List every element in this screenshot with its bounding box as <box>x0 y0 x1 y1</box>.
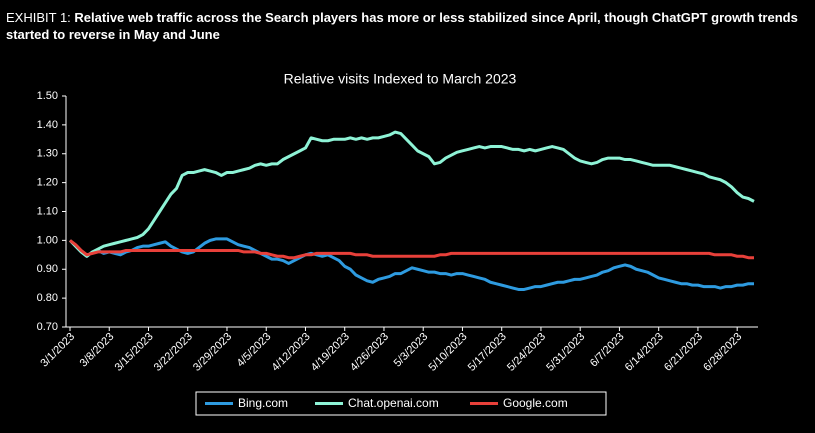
y-tick-label: 1.10 <box>37 205 58 217</box>
y-tick-label: 0.80 <box>37 292 58 304</box>
legend-label: Bing.com <box>238 396 288 410</box>
x-tick-label: 4/19/2023 <box>309 331 352 374</box>
x-tick-label: 5/24/2023 <box>505 331 548 374</box>
x-tick-label: 5/31/2023 <box>544 331 587 374</box>
y-tick-label: 1.50 <box>37 90 58 102</box>
x-tick-label: 4/26/2023 <box>348 331 391 374</box>
legend-label: Chat.openai.com <box>348 396 439 410</box>
series-line <box>68 130 755 258</box>
series-line <box>68 237 754 291</box>
y-tick-label: 0.90 <box>37 263 58 275</box>
x-tick-label: 6/14/2023 <box>623 331 666 374</box>
x-tick-label: 4/12/2023 <box>270 331 313 374</box>
exhibit-title: Relative web traffic across the Search p… <box>6 10 798 42</box>
x-tick-label: 3/15/2023 <box>113 331 156 374</box>
chart-title: Relative visits Indexed to March 2023 <box>284 71 517 87</box>
series-line <box>69 239 754 260</box>
legend-box <box>195 391 607 416</box>
x-tick-label: 4/5/2023 <box>235 331 274 370</box>
header: EXHIBIT 1: Relative web traffic across t… <box>6 9 806 43</box>
legend-label: Google.com <box>503 396 568 410</box>
y-tick-label: 1.20 <box>37 177 58 189</box>
x-tick-label: 3/1/2023 <box>38 331 77 370</box>
y-tick-label: 0.70 <box>37 321 58 333</box>
x-tick-label: 6/7/2023 <box>588 331 627 370</box>
y-tick-label: 1.30 <box>37 148 58 160</box>
x-tick-label: 5/3/2023 <box>392 331 431 370</box>
x-tick-label: 5/17/2023 <box>466 331 509 374</box>
x-tick-label: 3/22/2023 <box>152 331 195 374</box>
x-tick-label: 6/28/2023 <box>701 331 744 374</box>
x-tick-label: 3/29/2023 <box>191 331 234 374</box>
y-tick-label: 1.40 <box>37 119 58 131</box>
x-tick-label: 3/8/2023 <box>78 331 117 370</box>
x-tick-label: 6/21/2023 <box>662 331 705 374</box>
exhibit-label: EXHIBIT 1: <box>6 10 71 25</box>
legend: Bing.com Chat.openai.com Google.com <box>195 391 607 416</box>
x-tick-label: 5/10/2023 <box>427 331 470 374</box>
y-tick-label: 1.00 <box>37 234 58 246</box>
